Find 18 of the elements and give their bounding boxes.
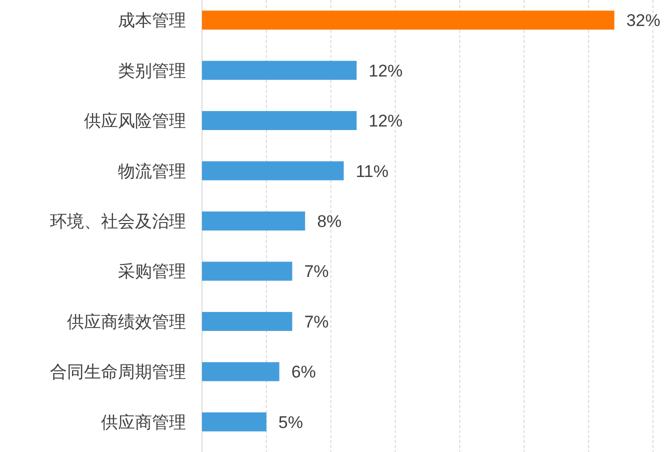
y-tick-label: 类别管理 [118, 61, 186, 80]
data-label: 12% [368, 61, 403, 80]
y-tick-label: 供应风险管理 [84, 112, 186, 131]
data-label: 7% [304, 312, 329, 332]
y-tick-label: 供应商绩效管理 [67, 312, 186, 332]
y-tick-label: 物流管理 [118, 162, 186, 181]
y-tick-label: 环境、社会及治理 [50, 212, 186, 231]
data-label: 7% [304, 262, 329, 282]
y-tick-label: 采购管理 [118, 262, 186, 282]
y-tick-label: 成本管理 [118, 11, 186, 30]
y-tick-label: 供应商管理 [101, 412, 186, 432]
y-tick-label: 合同生命周期管理 [50, 362, 186, 382]
data-label: 32% [626, 11, 660, 30]
data-label: 11% [356, 162, 389, 181]
data-label: 12% [368, 112, 403, 131]
data-label: 6% [291, 362, 316, 382]
data-label: 5% [278, 412, 304, 432]
data-label: 8% [317, 212, 342, 231]
